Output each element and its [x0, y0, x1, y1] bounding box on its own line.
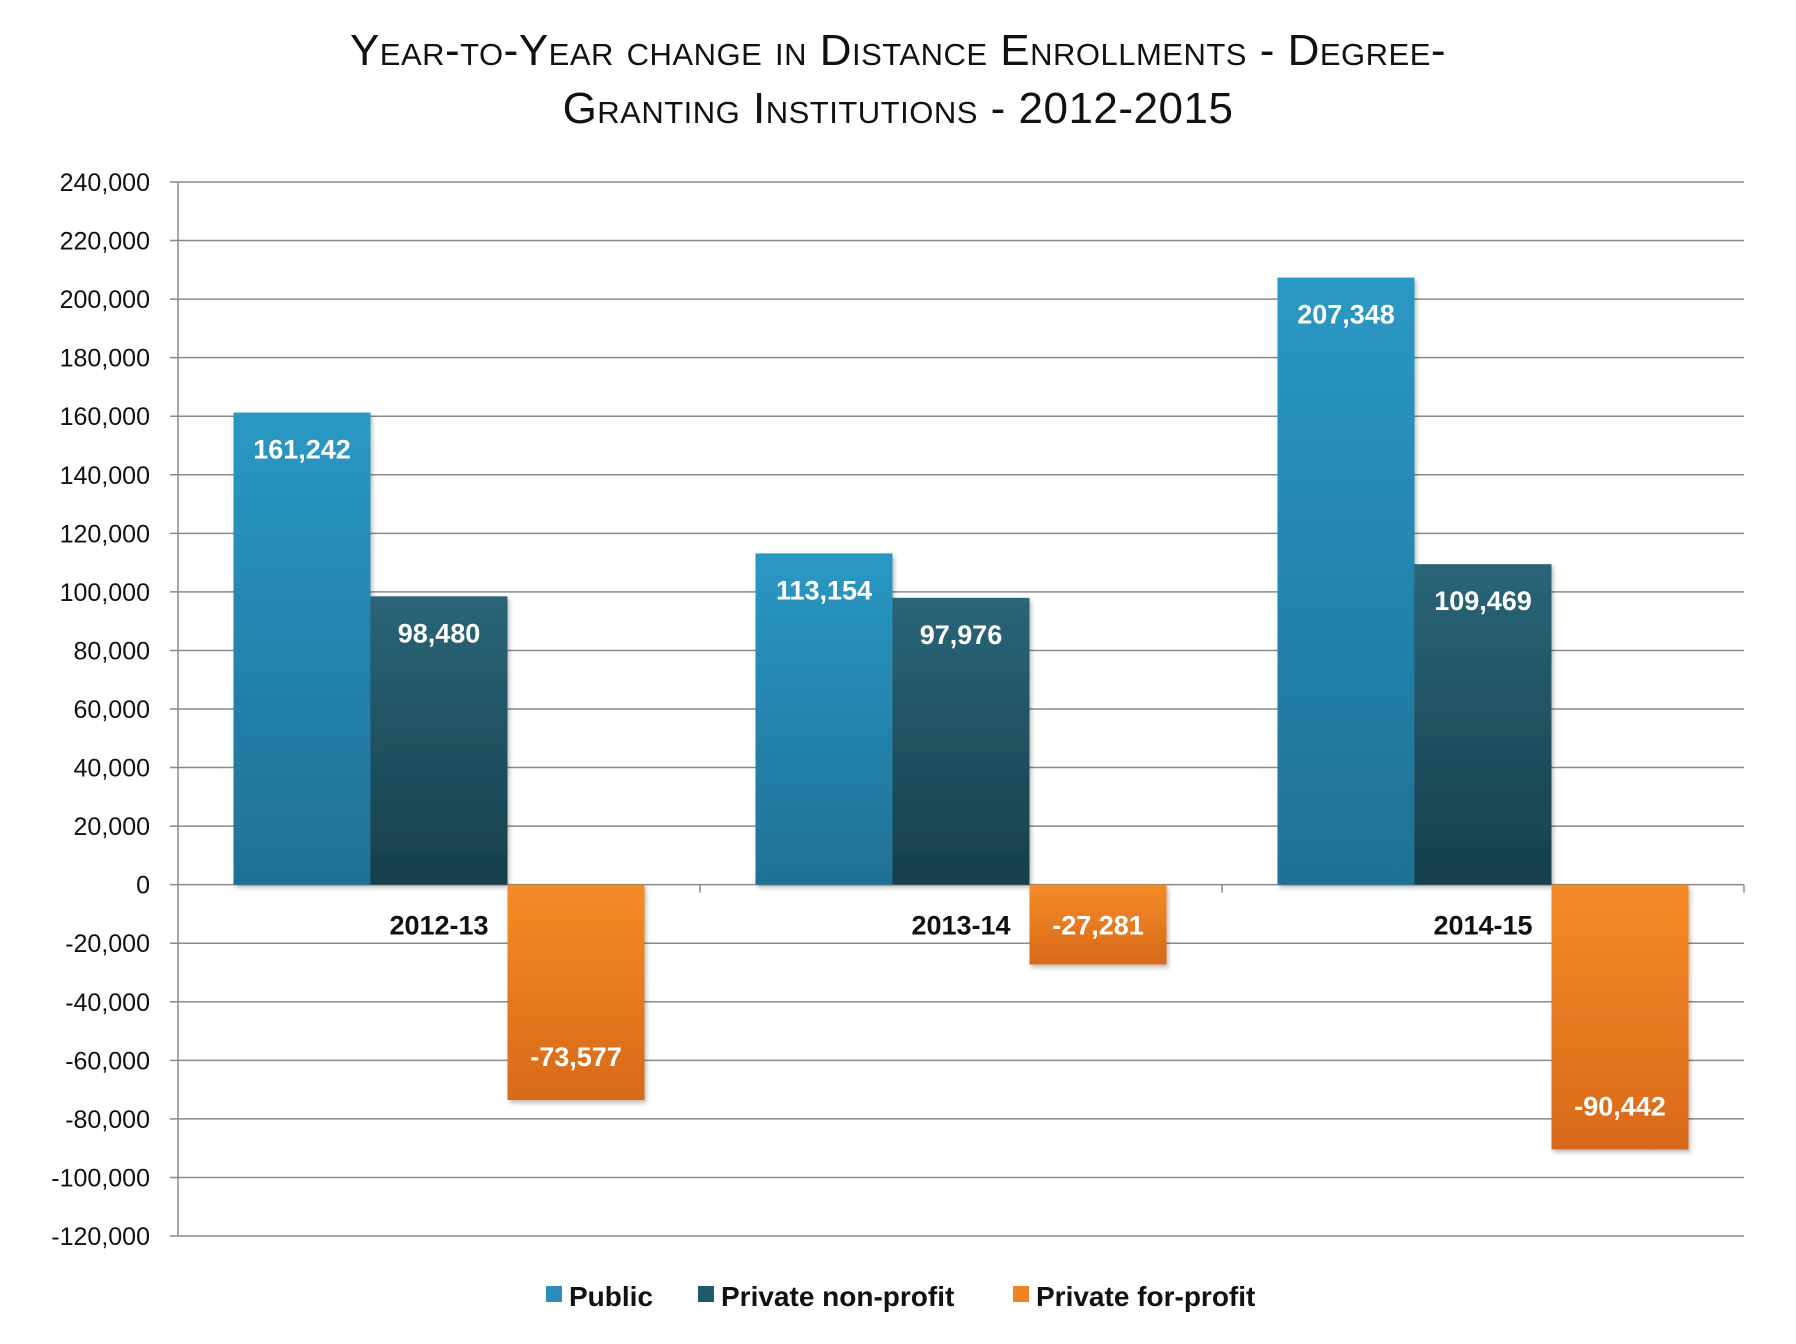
data-label: -73,577 [530, 1042, 622, 1072]
data-label: 113,154 [776, 575, 872, 605]
chart-title-line-1: Year-to-Year change in Distance Enrollme… [349, 26, 1447, 75]
y-tick-label: -80,000 [65, 1106, 150, 1134]
y-tick-label: 20,000 [74, 813, 150, 841]
legend-label: Private non-profit [721, 1281, 954, 1312]
bars [233, 277, 1689, 1150]
data-label: 97,976 [920, 620, 1003, 650]
legend-swatch [698, 1286, 714, 1302]
data-label: 109,469 [1434, 586, 1532, 616]
bar-public-2012-13 [233, 412, 371, 885]
y-axis: 240,000 220,000 200,000 180,000 160,000 140,0… [51, 169, 1745, 1251]
x-tick-label: 2012-13 [389, 911, 488, 941]
y-tick-label: 80,000 [74, 637, 150, 665]
y-tick-label: -20,000 [65, 930, 150, 958]
x-tick-label: 2013-14 [911, 911, 1010, 941]
y-tick-label: 240,000 [60, 169, 150, 197]
y-tick-label: 120,000 [60, 520, 150, 548]
bar-private-for-profit-2014-15 [1551, 884, 1689, 1150]
y-tick-label: 60,000 [74, 696, 150, 724]
x-axis-labels: 2012-13 2013-14 2014-15 [389, 911, 1532, 941]
chart-title: Year-to-Year change in Distance Enrollme… [0, 22, 1796, 138]
legend-swatch [546, 1286, 562, 1302]
y-tick-label: -40,000 [65, 989, 150, 1017]
bar-private-non-profit-2012-13 [370, 596, 508, 885]
data-label: 98,480 [398, 618, 481, 648]
y-tick-label: 160,000 [60, 403, 150, 431]
y-tick-label: 40,000 [74, 755, 150, 783]
data-label: 207,348 [1297, 300, 1395, 330]
x-tick-label: 2014-15 [1433, 911, 1532, 941]
legend: Public Private non-profit Private for-prof… [546, 1281, 1255, 1312]
y-tick-label: -60,000 [65, 1047, 150, 1075]
y-tick-label: 140,000 [60, 462, 150, 490]
bar-private-non-profit-2013-14 [892, 597, 1030, 885]
bar-private-for-profit-2012-13 [507, 884, 645, 1101]
y-tick-label: 180,000 [60, 345, 150, 373]
legend-label: Public [569, 1281, 653, 1312]
bar-private-non-profit-2014-15 [1414, 564, 1552, 885]
bar-private-for-profit-2013-14 [1029, 884, 1167, 965]
data-label: -90,442 [1574, 1091, 1666, 1121]
legend-swatch [1013, 1286, 1029, 1302]
data-label: -27,281 [1052, 911, 1144, 941]
bar-public-2013-14 [755, 553, 893, 885]
data-labels: 161,242 98,480 -73,577 113,154 97,976 -27,281… [253, 300, 1666, 1122]
y-tick-label: 0 [136, 872, 150, 900]
legend-label: Private for-profit [1036, 1281, 1255, 1312]
y-tick-label: -120,000 [51, 1223, 150, 1251]
y-tick-label: 200,000 [60, 286, 150, 314]
chart-title-line-2: Granting Institutions - 2012-2015 [562, 84, 1234, 133]
bar-public-2014-15 [1277, 277, 1415, 885]
y-tick-label: 220,000 [60, 228, 150, 256]
y-tick-label: -100,000 [51, 1164, 150, 1192]
y-tick-label: 100,000 [60, 579, 150, 607]
data-label: 161,242 [253, 435, 351, 465]
